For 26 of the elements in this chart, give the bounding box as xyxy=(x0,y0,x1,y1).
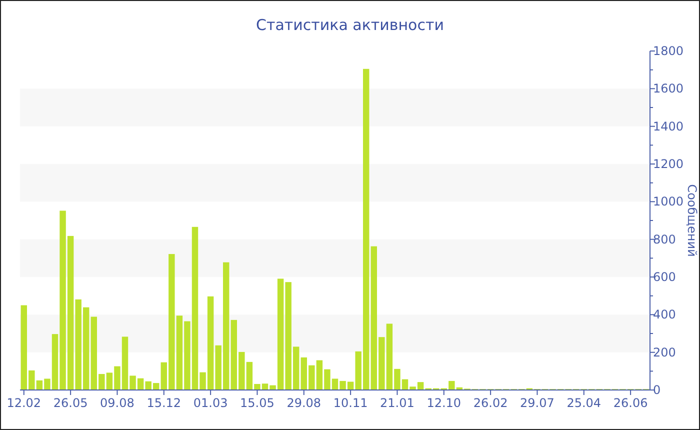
y-tick-label: 600 xyxy=(653,270,676,284)
x-tick-label: 26.05 xyxy=(53,396,88,410)
y-tick-label: 1600 xyxy=(653,82,684,96)
y-tick-label: 400 xyxy=(653,308,676,322)
x-tick-label: 01.03 xyxy=(193,396,228,410)
y-tick-label: 1800 xyxy=(653,44,684,58)
x-tick-label: 12.02 xyxy=(6,396,42,410)
y-tick-label: 1200 xyxy=(653,157,684,171)
x-tick-label: 12.10 xyxy=(426,396,462,410)
chart-title: Статистика активности xyxy=(256,16,444,34)
x-tick-label: 26.06 xyxy=(613,396,648,410)
x-tick-label: 09.08 xyxy=(100,396,134,410)
x-tick-label: 29.07 xyxy=(520,396,554,410)
y-axis-title: Сообщений xyxy=(685,184,699,257)
y-tick-label: 1000 xyxy=(653,194,684,209)
y-tick-label: 1400 xyxy=(653,119,684,134)
y-tick-label: 800 xyxy=(653,232,676,246)
x-tick-label: 25.04 xyxy=(566,396,602,410)
x-tick-label: 15.05 xyxy=(240,396,274,410)
x-tick-label: 29.08 xyxy=(286,396,322,410)
x-tick-label: 15.12 xyxy=(146,396,182,410)
y-tick-label: 0 xyxy=(653,383,661,397)
x-tick-label: 26.02 xyxy=(473,396,508,410)
x-tick-label: 21.01 xyxy=(380,396,414,410)
x-tick-label: 10.11 xyxy=(333,396,368,410)
y-tick-label: 200 xyxy=(653,345,676,360)
